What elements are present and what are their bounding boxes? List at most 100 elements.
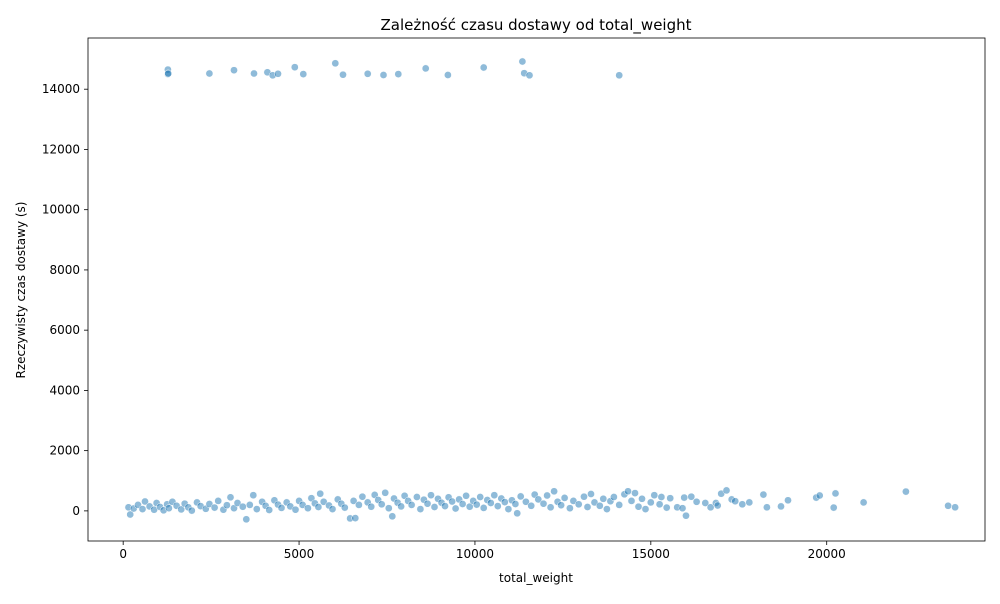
data-point xyxy=(522,497,530,506)
data-point xyxy=(682,511,690,520)
data-point xyxy=(462,491,470,500)
data-point xyxy=(328,505,337,513)
data-point xyxy=(230,66,238,75)
data-point xyxy=(634,502,643,511)
data-point xyxy=(397,502,405,511)
data-point xyxy=(187,506,196,515)
data-point xyxy=(358,492,367,501)
data-point xyxy=(944,501,952,510)
data-point xyxy=(511,500,520,508)
data-point xyxy=(416,505,425,513)
data-point xyxy=(657,493,666,501)
data-point xyxy=(423,499,432,508)
data-point xyxy=(377,500,386,509)
data-point xyxy=(678,504,687,513)
data-point xyxy=(479,63,488,72)
data-point xyxy=(381,488,390,497)
plot-frame xyxy=(87,37,986,542)
data-point xyxy=(566,504,574,513)
data-point xyxy=(662,503,671,512)
data-point xyxy=(314,503,323,511)
data-point xyxy=(580,492,588,501)
data-point xyxy=(745,498,754,507)
data-point xyxy=(451,504,460,513)
data-point xyxy=(784,496,792,505)
data-point xyxy=(465,502,474,511)
data-point xyxy=(138,505,147,513)
data-point xyxy=(205,69,214,78)
data-point xyxy=(290,63,299,72)
data-point xyxy=(615,71,624,80)
data-point xyxy=(486,499,495,507)
points-layer xyxy=(124,57,959,524)
data-point xyxy=(615,501,624,509)
data-point xyxy=(516,492,525,501)
chart-title: Zależność czasu dostawy od total_weight xyxy=(381,16,692,35)
data-point xyxy=(738,500,747,509)
data-point xyxy=(655,500,664,509)
data-point xyxy=(550,487,558,496)
data-point xyxy=(413,493,421,501)
data-point xyxy=(379,71,388,79)
x-axis-label: total_weight xyxy=(499,571,573,585)
data-point xyxy=(265,506,274,514)
data-point xyxy=(277,504,286,512)
data-point xyxy=(388,512,397,521)
data-point xyxy=(546,503,555,512)
data-point xyxy=(610,493,618,501)
y-tick-label: 6000 xyxy=(49,323,80,337)
data-point xyxy=(603,505,611,513)
data-point xyxy=(763,503,771,512)
data-point xyxy=(242,515,251,524)
data-point xyxy=(367,502,376,511)
data-point xyxy=(490,491,499,500)
data-point xyxy=(126,510,135,519)
x-tick-label: 5000 xyxy=(284,547,315,561)
data-point xyxy=(829,503,838,512)
data-point xyxy=(513,509,522,518)
data-point xyxy=(384,504,393,513)
data-point xyxy=(692,497,701,506)
data-point xyxy=(238,502,247,511)
data-point xyxy=(472,500,481,509)
y-axis: 0 2000 4000 6000 8000 10000 12000 14000 xyxy=(42,82,88,518)
y-tick-label: 10000 xyxy=(42,203,80,217)
data-point xyxy=(504,505,513,513)
data-point xyxy=(427,491,435,500)
data-point xyxy=(299,70,308,78)
data-point xyxy=(902,487,910,496)
data-point xyxy=(680,493,689,502)
data-point xyxy=(641,505,650,513)
data-point xyxy=(574,500,583,509)
data-point xyxy=(543,491,551,500)
data-point xyxy=(407,501,416,509)
y-tick-label: 14000 xyxy=(42,82,80,96)
data-point xyxy=(304,504,312,513)
data-point xyxy=(859,498,868,507)
data-point xyxy=(722,486,731,495)
data-point xyxy=(527,501,536,510)
data-point xyxy=(351,514,360,522)
data-point xyxy=(951,503,959,512)
data-point xyxy=(479,504,488,512)
data-point xyxy=(319,497,328,506)
data-point xyxy=(815,491,824,500)
data-point xyxy=(355,501,363,509)
data-point xyxy=(165,504,173,513)
data-point xyxy=(731,497,740,506)
data-point xyxy=(291,505,300,514)
data-point xyxy=(250,69,258,78)
data-point xyxy=(363,69,372,78)
y-tick-label: 4000 xyxy=(49,383,80,397)
data-point xyxy=(713,501,722,510)
data-point xyxy=(500,498,509,506)
data-point xyxy=(177,505,186,514)
data-point xyxy=(226,493,235,502)
data-point xyxy=(627,497,636,505)
x-tick-label: 15000 xyxy=(632,547,670,561)
x-axis: 0 5000 10000 15000 20000 xyxy=(119,541,846,561)
data-point xyxy=(340,503,349,512)
data-point xyxy=(214,497,223,505)
data-point xyxy=(339,70,347,79)
